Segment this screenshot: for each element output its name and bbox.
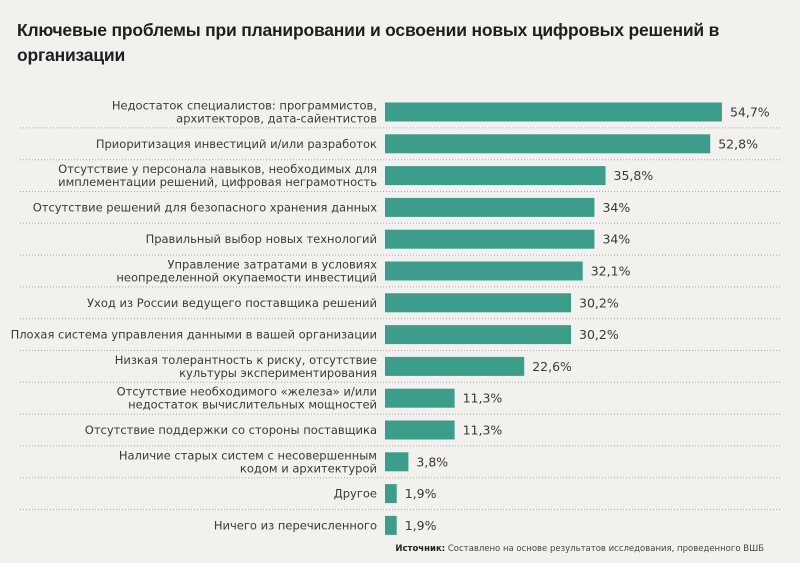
category-label-line: Правильный выбор новых технологий — [146, 232, 377, 246]
bar — [385, 102, 722, 122]
category-label: Приоритизация инвестиций и/или разработо… — [96, 137, 377, 151]
category-label: Наличие старых систем с несовершенным код… — [119, 448, 377, 475]
category-label-line: Другое — [334, 487, 377, 501]
bar — [385, 325, 572, 345]
bar — [385, 197, 595, 217]
value-label: 22,6% — [532, 359, 572, 374]
category-label: Ничего из перечисленного — [214, 518, 377, 532]
category-label: Отсутствие у персонала навыков, необходи… — [58, 162, 377, 189]
source-text: Составлено на основе результатов исследо… — [447, 544, 764, 554]
category-label-line: Управление затратами в условиях — [168, 258, 378, 272]
category-label-line: Плохая система управления данными в ваше… — [11, 328, 377, 342]
bar — [385, 134, 711, 154]
category-label-line: Недостаток специалистов: программистов, — [112, 99, 377, 113]
category-label: Правильный выбор новых технологий — [146, 232, 377, 246]
value-label: 34% — [602, 200, 630, 215]
category-label-line: Наличие старых систем с несовершенным — [119, 448, 377, 462]
category-label: Отсутствие решений для безопасного хране… — [33, 200, 377, 214]
category-label-line: Приоритизация инвестиций и/или разработо… — [96, 137, 377, 151]
value-label: 34% — [602, 232, 630, 247]
value-label: 52,8% — [718, 136, 758, 151]
category-label-line: Уход из России ведущего поставщика решен… — [87, 296, 377, 310]
category-label-line: недостаток вычислительных мощностей — [128, 398, 377, 412]
bar — [385, 484, 397, 504]
category-label-line: Отсутствие необходимого «железа» и/или — [117, 385, 377, 399]
bar — [385, 229, 595, 249]
category-label-line: Отсутствие у персонала навыков, необходи… — [58, 162, 377, 176]
chart-title: Ключевые проблемы при планировании и осв… — [17, 20, 720, 65]
category-label-line: неопределенной окупаемости инвестиций — [116, 271, 377, 285]
category-label: Другое — [334, 487, 377, 501]
category-label-line: Низкая толерантность к риску, отсутствие — [115, 353, 377, 367]
bar — [385, 166, 606, 186]
category-label: Низкая толерантность к риску, отсутствие… — [115, 353, 377, 380]
value-label: 1,9% — [405, 486, 437, 501]
value-label: 30,2% — [579, 295, 619, 310]
category-label: Плохая система управления данными в ваше… — [11, 328, 377, 342]
value-label: 11,3% — [463, 391, 503, 406]
category-label-line: Ничего из перечисленного — [214, 518, 377, 532]
category-label-line: культуры экспериментирования — [179, 366, 377, 380]
category-label: Управление затратами в условиях неопредел… — [116, 258, 377, 285]
category-label-line: Отсутствие решений для безопасного хране… — [33, 200, 377, 214]
category-label: Отсутствие необходимого «железа» и/или не… — [117, 385, 377, 412]
category-label: Отсутствие поддержки со стороны поставщи… — [85, 423, 377, 437]
source-note: Источник: Составлено на основе результат… — [395, 544, 764, 554]
category-label-line: имплементации решений, цифровая неграмот… — [58, 175, 377, 189]
value-label: 35,8% — [614, 168, 654, 183]
category-label-line: кодом и архитектурой — [240, 461, 377, 475]
bar — [385, 356, 525, 376]
source-label: Источник: — [395, 544, 446, 554]
category-label-line: Отсутствие поддержки со стороны поставщи… — [85, 423, 377, 437]
bar — [385, 420, 455, 440]
value-label: 3,8% — [416, 454, 448, 469]
value-label: 30,2% — [579, 327, 619, 342]
bar — [385, 261, 583, 281]
value-label: 54,7% — [730, 105, 770, 120]
value-label: 1,9% — [405, 518, 437, 533]
bar — [385, 388, 455, 408]
value-label: 32,1% — [591, 264, 631, 279]
category-label: Уход из России ведущего поставщика решен… — [87, 296, 377, 310]
category-label-line: архитекторов, дата-сайентистов — [176, 112, 377, 126]
value-label: 11,3% — [463, 423, 503, 438]
bar — [385, 293, 572, 313]
bar — [385, 515, 397, 535]
category-label: Недостаток специалистов: программистов, а… — [112, 99, 377, 126]
bar — [385, 452, 409, 472]
